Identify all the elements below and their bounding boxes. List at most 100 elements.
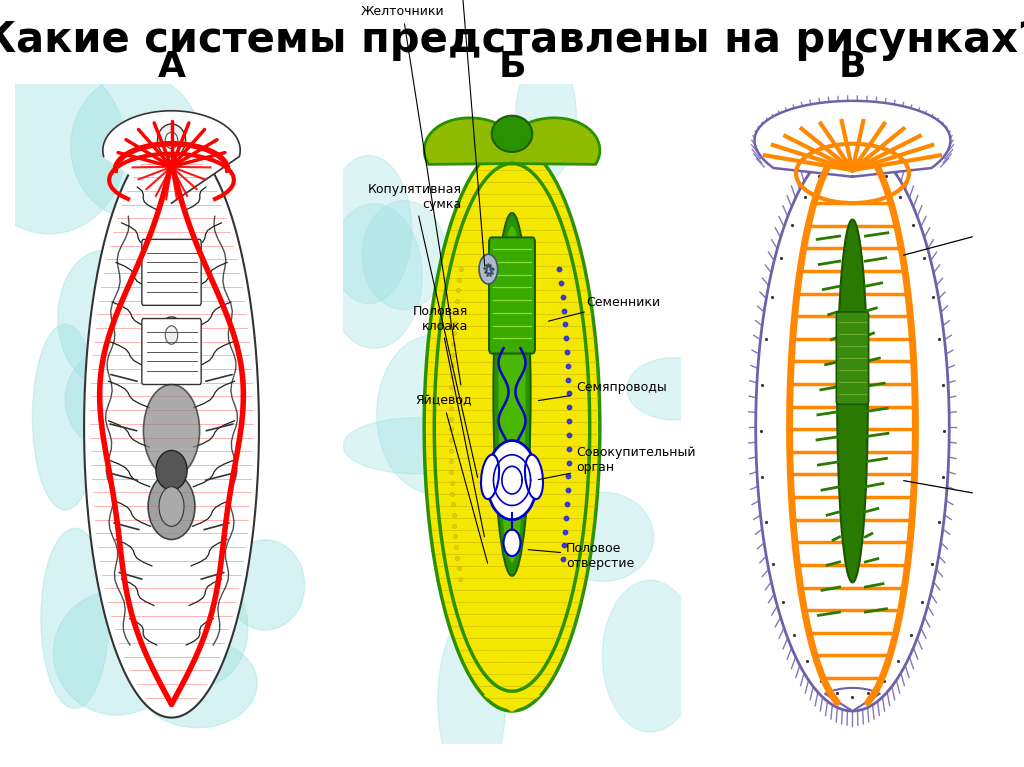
- Ellipse shape: [438, 614, 506, 767]
- Point: [560, 456, 577, 469]
- Ellipse shape: [457, 183, 540, 356]
- Text: Семенники: Семенники: [549, 295, 660, 321]
- Polygon shape: [755, 101, 950, 176]
- Polygon shape: [424, 118, 600, 164]
- Ellipse shape: [33, 324, 98, 510]
- Point: [453, 263, 469, 275]
- Point: [551, 263, 567, 275]
- Point: [557, 525, 573, 538]
- Ellipse shape: [602, 581, 698, 732]
- FancyBboxPatch shape: [142, 318, 201, 384]
- Point: [556, 304, 572, 317]
- Point: [442, 434, 459, 446]
- Point: [559, 498, 575, 510]
- Text: Семяпроводы: Семяпроводы: [539, 381, 667, 400]
- Ellipse shape: [494, 213, 530, 576]
- Ellipse shape: [158, 124, 185, 157]
- Point: [452, 274, 468, 286]
- Ellipse shape: [362, 201, 445, 310]
- Point: [445, 337, 462, 350]
- Text: Яйцевод: Яйцевод: [415, 394, 487, 563]
- Ellipse shape: [481, 455, 499, 499]
- Point: [443, 380, 460, 393]
- Ellipse shape: [326, 156, 412, 304]
- Ellipse shape: [540, 377, 598, 494]
- Point: [451, 562, 467, 574]
- Ellipse shape: [71, 74, 202, 219]
- Title: А: А: [158, 51, 185, 84]
- Ellipse shape: [143, 384, 200, 477]
- Text: Совокупительный
орган: Совокупительный орган: [539, 446, 695, 479]
- Ellipse shape: [499, 226, 525, 563]
- Ellipse shape: [156, 450, 187, 490]
- Point: [449, 541, 465, 553]
- Point: [561, 415, 578, 427]
- Text: Копулятивная
сумка: Копулятивная сумка: [368, 183, 477, 477]
- Ellipse shape: [327, 204, 422, 348]
- Ellipse shape: [159, 317, 184, 353]
- Ellipse shape: [377, 335, 490, 494]
- Polygon shape: [484, 685, 540, 711]
- Title: В: В: [839, 51, 866, 84]
- Ellipse shape: [138, 639, 257, 728]
- Polygon shape: [756, 143, 949, 711]
- Point: [442, 402, 459, 414]
- Title: Б: Б: [499, 51, 525, 84]
- Point: [444, 487, 461, 499]
- Point: [559, 346, 575, 358]
- Point: [445, 509, 462, 521]
- Ellipse shape: [838, 219, 867, 582]
- Point: [560, 470, 577, 482]
- Point: [442, 391, 459, 403]
- Ellipse shape: [53, 591, 180, 715]
- Ellipse shape: [66, 347, 168, 452]
- Ellipse shape: [627, 357, 720, 420]
- Point: [556, 539, 572, 551]
- Point: [442, 413, 459, 425]
- Point: [443, 466, 460, 479]
- Ellipse shape: [225, 540, 305, 630]
- Ellipse shape: [552, 492, 653, 581]
- Point: [443, 359, 460, 371]
- Point: [561, 429, 578, 441]
- Point: [561, 401, 578, 413]
- Point: [446, 519, 463, 532]
- Ellipse shape: [525, 455, 543, 499]
- Ellipse shape: [430, 347, 508, 511]
- Ellipse shape: [165, 326, 178, 344]
- Ellipse shape: [0, 61, 126, 234]
- Ellipse shape: [343, 418, 487, 474]
- Point: [442, 445, 459, 457]
- Ellipse shape: [515, 54, 577, 179]
- Point: [558, 512, 574, 524]
- Point: [445, 327, 462, 339]
- Text: Какие системы представлены на рисунках?: Какие системы представлены на рисунках?: [0, 19, 1024, 61]
- Ellipse shape: [58, 250, 150, 385]
- Ellipse shape: [479, 254, 498, 284]
- Point: [557, 318, 573, 331]
- Ellipse shape: [168, 194, 232, 387]
- Text: Половая
клоака: Половая клоака: [413, 304, 484, 537]
- Point: [449, 295, 465, 308]
- Text: Яичник: Яичник: [420, 0, 484, 266]
- Point: [559, 484, 575, 496]
- Point: [452, 573, 468, 585]
- FancyBboxPatch shape: [837, 312, 868, 404]
- Ellipse shape: [148, 473, 195, 539]
- Text: Половое
отверстие: Половое отверстие: [528, 542, 634, 570]
- FancyBboxPatch shape: [489, 238, 535, 354]
- Polygon shape: [424, 118, 600, 164]
- Polygon shape: [102, 110, 241, 203]
- Ellipse shape: [440, 460, 552, 562]
- Point: [560, 374, 577, 386]
- Ellipse shape: [158, 571, 248, 686]
- Ellipse shape: [165, 132, 178, 149]
- Ellipse shape: [41, 528, 109, 709]
- Point: [443, 370, 460, 382]
- Ellipse shape: [492, 116, 532, 152]
- FancyBboxPatch shape: [142, 239, 201, 305]
- Point: [447, 306, 464, 318]
- Ellipse shape: [119, 178, 200, 311]
- Text: Желточники: Желточники: [360, 5, 461, 385]
- Polygon shape: [424, 143, 600, 711]
